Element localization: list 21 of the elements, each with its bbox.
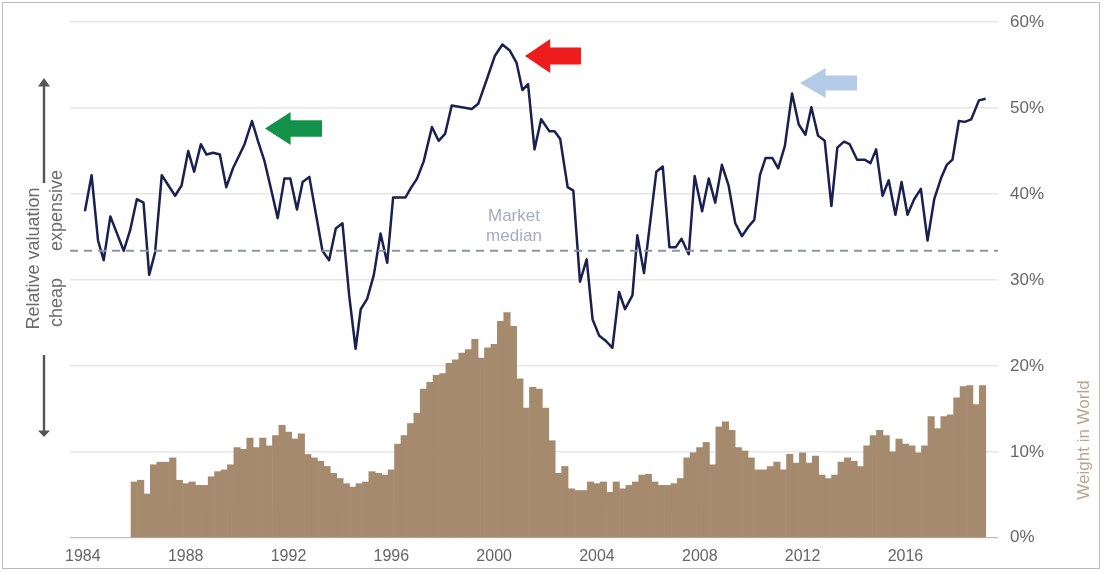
y-tick-label: 50% (1009, 97, 1045, 117)
y-tick-label: 20% (1009, 355, 1045, 375)
x-tick-label: 1984 (65, 546, 101, 564)
ref-line-label: Market median (486, 205, 542, 245)
y-axis-title: Weight in World (1073, 380, 1094, 500)
y-tick-label: 40% (1009, 183, 1045, 203)
x-tick-label: 1988 (167, 546, 204, 564)
x-tick-label: 2000 (476, 546, 513, 564)
y-tick-label: 60% (1009, 11, 1045, 31)
text: Relative valuation (22, 186, 44, 330)
x-tick-label: 2016 (887, 546, 924, 564)
x-tick-label: 2012 (784, 546, 821, 564)
text: cheap (45, 277, 67, 327)
x-tick-label: 2008 (681, 546, 718, 564)
x-tick-label: 1996 (373, 546, 410, 564)
y-tick-label: 10% (1009, 441, 1045, 461)
text: expensive (45, 169, 67, 251)
x-tick-label: 1992 (270, 546, 307, 564)
x-tick-label: 2004 (579, 546, 615, 564)
y-tick-label: 0% (1009, 527, 1035, 547)
y-tick-label: 30% (1009, 269, 1045, 289)
